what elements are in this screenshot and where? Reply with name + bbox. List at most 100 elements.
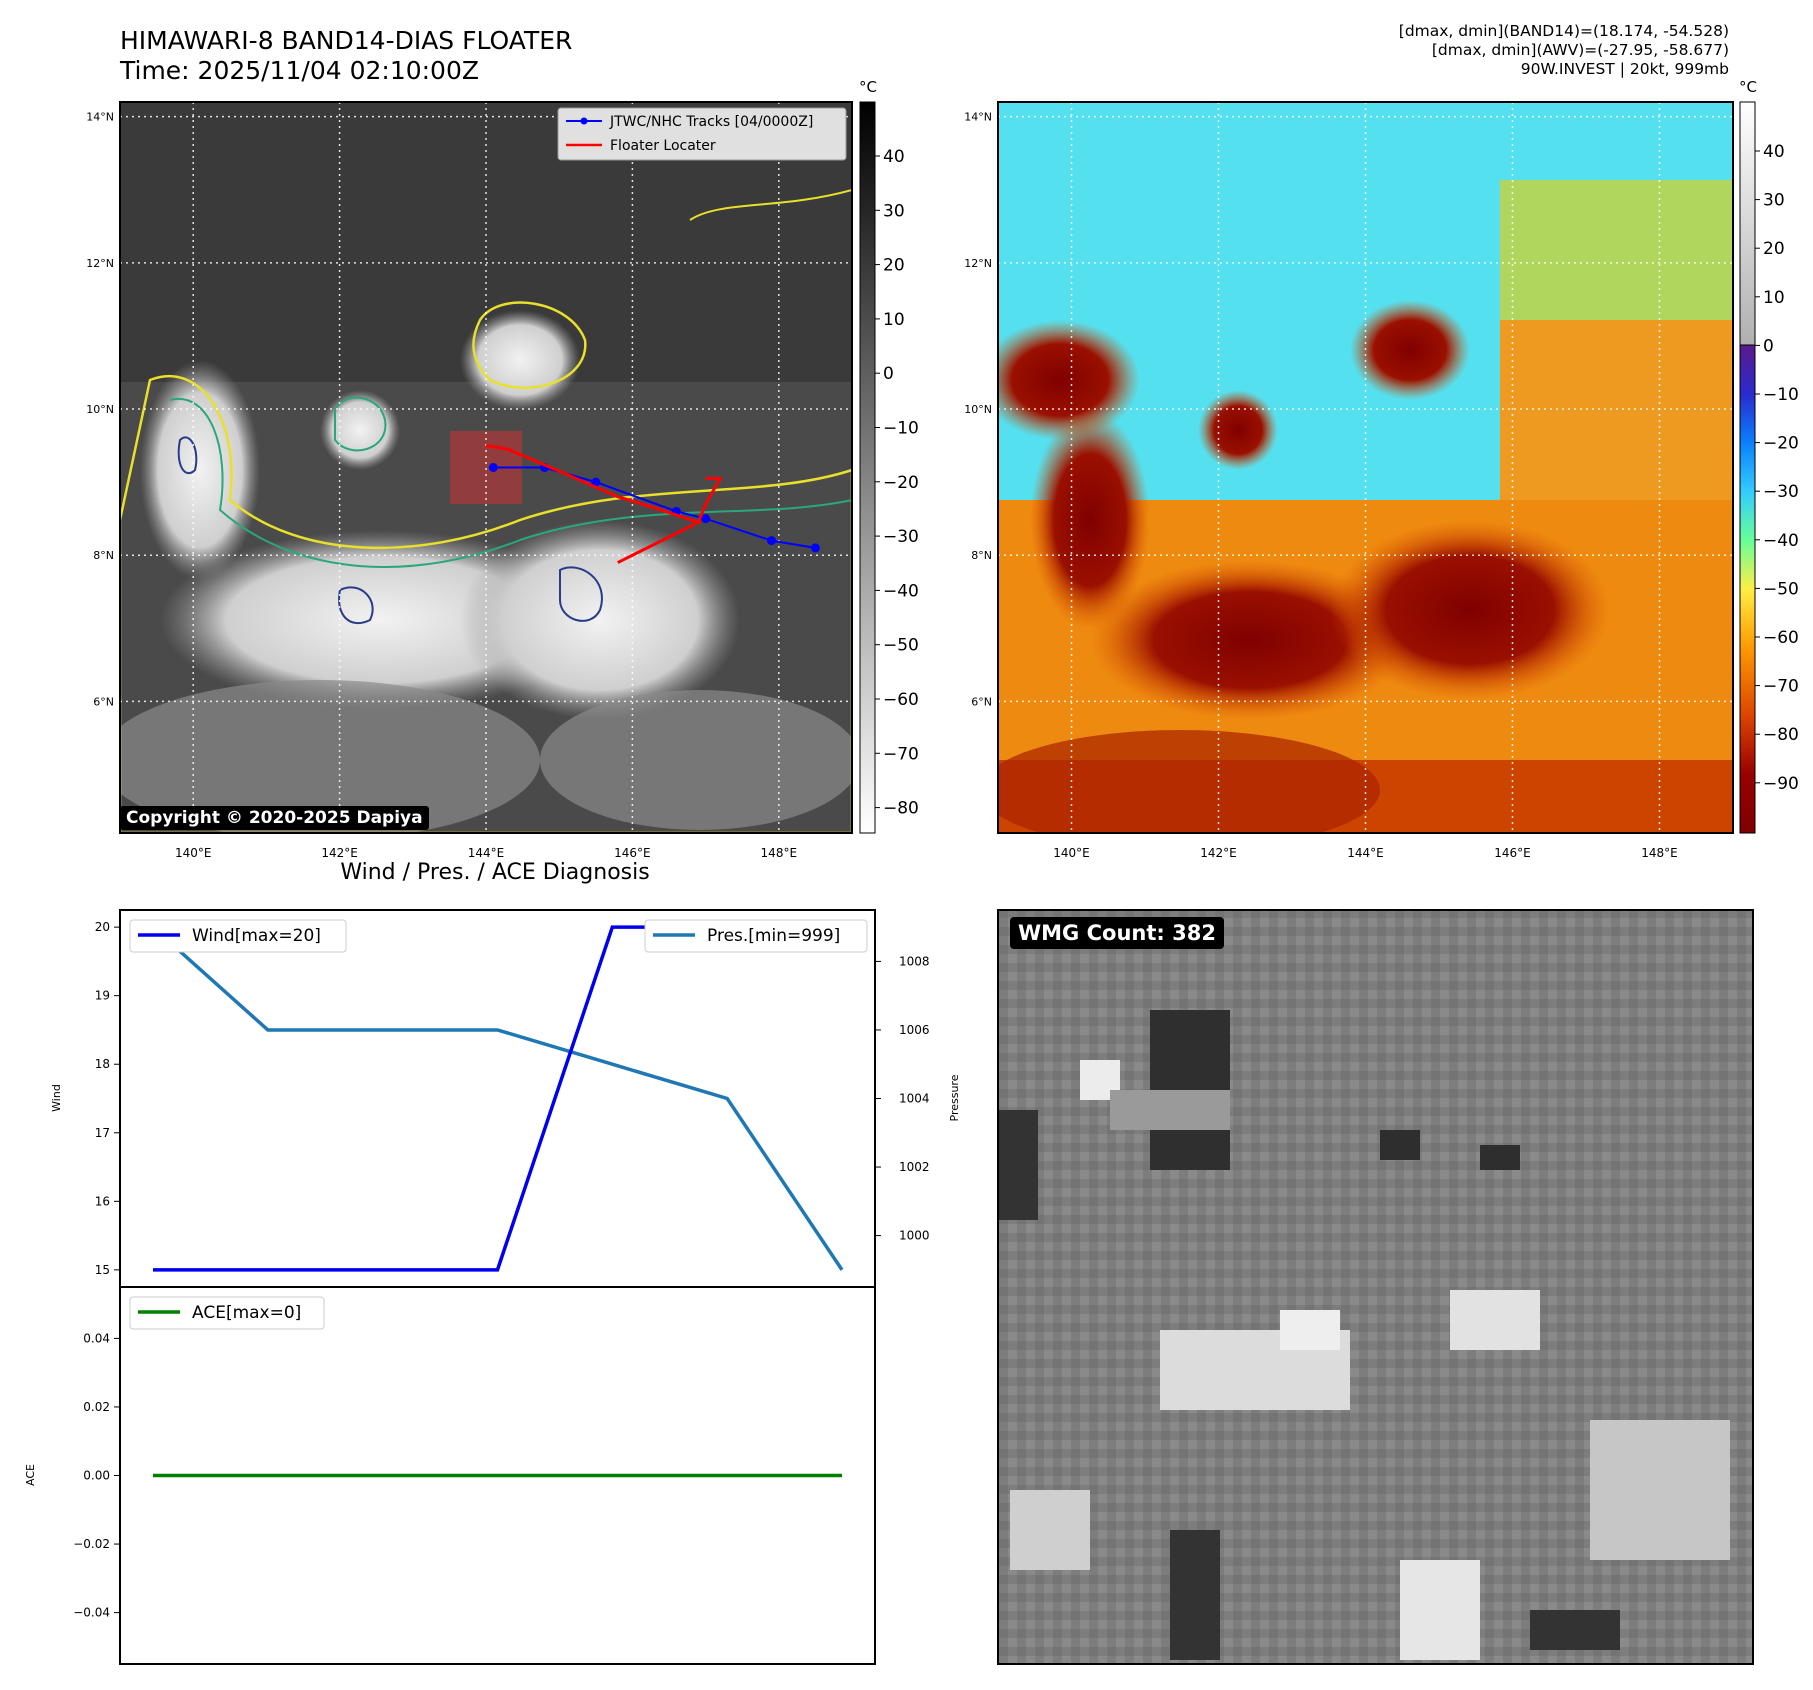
wind-tick-label: 20 (95, 920, 110, 934)
pressure-axis-label: Pressure (948, 1074, 961, 1121)
gray-colorbar-tick-label: −30 (883, 527, 919, 547)
ace-axis-label: ACE (24, 1464, 37, 1486)
legend-jtwc: JTWC/NHC Tracks [04/0000Z] (609, 114, 813, 130)
gray-colorbar-tick-label: −80 (883, 799, 919, 819)
stats-line2: [dmax, dmin](AWV)=(-27.95, -58.677) (1431, 41, 1729, 59)
jtwc-track-point (810, 543, 820, 553)
gray-colorbar-tick-label: 0 (883, 364, 894, 384)
left-map-frame (119, 101, 853, 834)
right-lon-tick-label: 146°E (1494, 846, 1531, 860)
floater-track (485, 444, 723, 564)
right-map-frame (997, 101, 1734, 834)
ace-legend: ACE[max=0] (129, 1296, 325, 1330)
color-colorbar-tick-label: 20 (1763, 239, 1785, 259)
wind-legend-text: Wind[max=20] (192, 926, 321, 946)
wmg-count-badge: WMG Count: 382 (1010, 917, 1224, 949)
gray-colorbar-tick-label: 20 (883, 256, 905, 276)
left-map-grid (120, 102, 852, 833)
ace-panel: 0.04 0.02 0.00 −0.02 −0.04 ACE ACE[max=0] (24, 1286, 876, 1665)
right-lat-tick-label: 14°N (964, 111, 992, 124)
pressure-legend-text: Pres.[min=999] (707, 926, 840, 946)
ace-legend-text: ACE[max=0] (192, 1303, 301, 1323)
wind-tick-label: 19 (95, 989, 110, 1003)
figure-title: HIMAWARI-8 BAND14-DIAS FLOATER Time: 202… (120, 26, 572, 86)
wind-tick-label: 16 (95, 1194, 110, 1208)
right-lat-tick-label: 12°N (964, 257, 992, 270)
pressure-tick-label: 1002 (899, 1160, 930, 1174)
title-line1: HIMAWARI-8 BAND14-DIAS FLOATER (120, 26, 573, 55)
wind-pressure-panel: 20 19 18 17 16 15 1008 1006 1004 1002 1000 Wind P… (50, 909, 961, 1288)
pressure-tick-label: 1008 (899, 954, 930, 968)
color-colorbar-tick-label: −90 (1763, 774, 1799, 794)
title-line2: Time: 2025/11/04 02:10:00Z (120, 56, 479, 85)
left-lon-tick-label: 142°E (321, 846, 358, 860)
gray-colorbar-tick-label: −50 (883, 636, 919, 656)
left-lon-tick-label: 148°E (761, 846, 798, 860)
diagnosis-title: Wind / Pres. / ACE Diagnosis (340, 860, 650, 885)
color-colorbar: °C 40 30 20 10 0 −10 −20 −30 −40 −50 −60 −70 −80 −90 (1739, 78, 1799, 834)
pressure-tick-label: 1000 (899, 1229, 930, 1243)
color-colorbar-tick-label: −50 (1763, 579, 1799, 599)
left-lat-tick-label: 14°N (86, 111, 114, 124)
color-colorbar-tick-label: −30 (1763, 482, 1799, 502)
right-lat-tick-label: 10°N (964, 403, 992, 416)
gray-colorbar-tick-label: −70 (883, 744, 919, 764)
legend-floater: Floater Locater (610, 138, 716, 154)
right-map-ticks: 140°E 142°E 144°E 146°E 148°E 14°N 12°N 10°N 8°N… (964, 111, 1677, 860)
left-lon-tick-label: 140°E (175, 846, 212, 860)
color-colorbar-tick-label: −80 (1763, 725, 1799, 745)
gray-colorbar-tick-label: 10 (883, 310, 905, 330)
ace-tick-label: −0.02 (73, 1537, 110, 1551)
pressure-tick-label: 1004 (899, 1092, 930, 1106)
right-lon-tick-label: 140°E (1053, 846, 1090, 860)
right-lat-tick-label: 8°N (971, 549, 992, 562)
jtwc-track-point (488, 463, 498, 472)
right-map-grid (998, 102, 1733, 833)
wmg-panel (997, 909, 1754, 1665)
pressure-tick-label: 1006 (899, 1023, 930, 1037)
right-map-panel: 140°E 142°E 144°E 146°E 148°E 14°N 12°N 10°N 8°N… (964, 101, 1734, 860)
wind-tick-label: 18 (95, 1057, 110, 1071)
map-legend: JTWC/NHC Tracks [04/0000Z] Floater Locat… (557, 107, 847, 161)
wmg-frame (997, 909, 1754, 1665)
ace-axis-ticks: 0.04 0.02 0.00 −0.02 −0.04 (73, 1331, 120, 1620)
wind-legend: Wind[max=20] (129, 919, 347, 953)
gray-colorbar: °C 40 30 20 10 0 −10 −20 −30 −40 −50 −60 −70 −80 (859, 78, 919, 834)
color-colorbar-tick-label: −10 (1763, 385, 1799, 405)
left-lat-tick-label: 8°N (93, 549, 114, 562)
gray-colorbar-tick-label: −40 (883, 581, 919, 601)
color-colorbar-tick-label: 0 (1763, 336, 1774, 356)
stats-line1: [dmax, dmin](BAND14)=(18.174, -54.528) (1398, 22, 1729, 40)
color-colorbar-tick-label: 40 (1763, 142, 1785, 162)
color-colorbar-tick-label: −40 (1763, 531, 1799, 551)
pressure-axis-ticks: 1008 1006 1004 1002 1000 (875, 954, 930, 1243)
gray-colorbar-tick-label: −20 (883, 473, 919, 493)
copyright-badge: Copyright © 2020-2025 Dapiya (120, 806, 429, 830)
floater-track-line (485, 444, 723, 564)
ace-tick-label: 0.00 (83, 1469, 110, 1483)
stats-line3: 90W.INVEST | 20kt, 999mb (1520, 60, 1729, 78)
right-lon-tick-label: 142°E (1200, 846, 1237, 860)
color-colorbar-tick-label: −20 (1763, 434, 1799, 454)
color-colorbar-tick-label: 10 (1763, 288, 1785, 308)
left-map-panel: 140°E 142°E 144°E 146°E 148°E 14°N 12°N 10°N 8°N… (86, 101, 853, 860)
left-lon-tick-label: 146°E (614, 846, 651, 860)
ace-tick-label: −0.04 (73, 1606, 110, 1620)
color-colorbar-unit: °C (1739, 78, 1757, 96)
gray-colorbar-tick-label: −10 (883, 419, 919, 439)
gray-colorbar-tick-label: 30 (883, 201, 905, 221)
jtwc-track-point (591, 477, 601, 487)
jtwc-track-point (766, 536, 776, 546)
ace-tick-label: 0.04 (83, 1331, 110, 1345)
right-lon-tick-label: 148°E (1641, 846, 1678, 860)
right-lon-tick-label: 144°E (1347, 846, 1384, 860)
jtwc-track-point (701, 514, 711, 524)
stats-block: [dmax, dmin](BAND14)=(18.174, -54.528) [… (1399, 22, 1729, 79)
color-colorbar-tick-label: −70 (1763, 677, 1799, 697)
color-colorbar-tick-label: −60 (1763, 628, 1799, 648)
left-lat-tick-label: 6°N (93, 695, 114, 708)
color-colorbar-tick-label: 30 (1763, 191, 1785, 211)
wind-axis-ticks: 20 19 18 17 16 15 (95, 920, 120, 1277)
gray-colorbar-tick-label: 40 (883, 147, 905, 167)
